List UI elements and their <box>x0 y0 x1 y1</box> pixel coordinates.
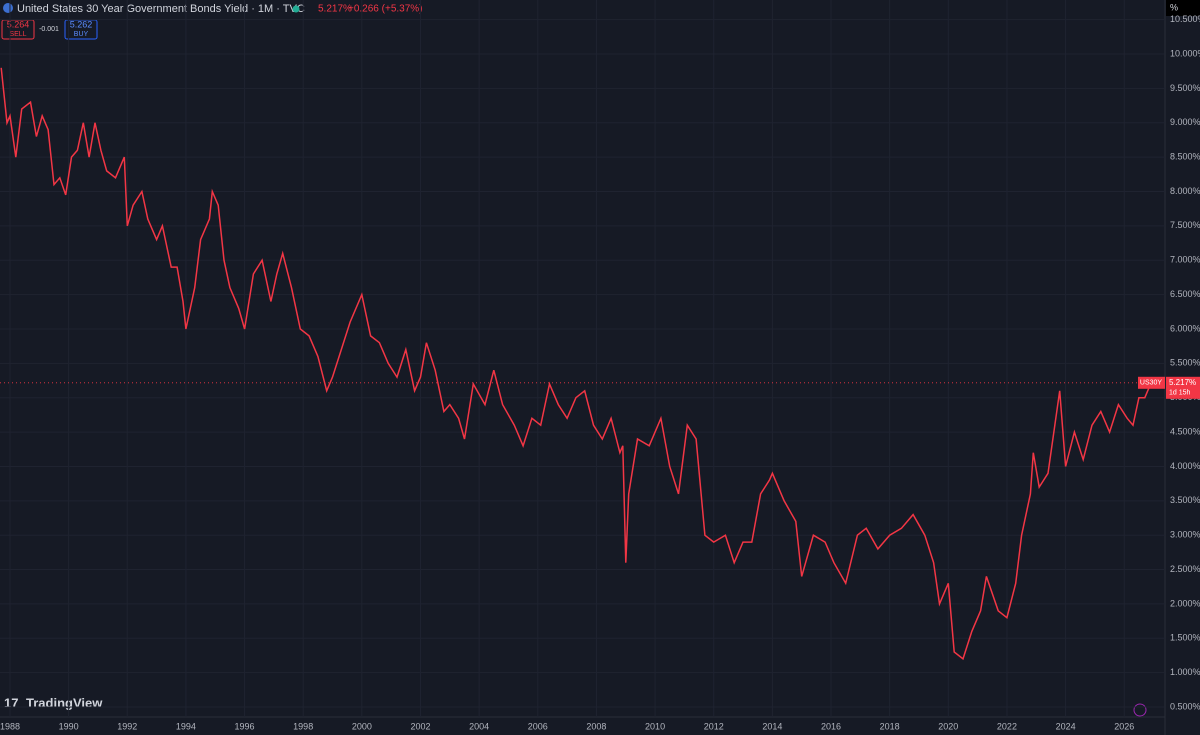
alert-icon[interactable] <box>1133 703 1147 717</box>
sell-price: 5.264 <box>7 19 30 29</box>
countdown-label: 1d 15h <box>1169 390 1191 397</box>
symbol-tag <box>1138 376 1165 389</box>
x-tick-label: 1996 <box>235 721 255 731</box>
x-tick-label: 2002 <box>410 721 430 731</box>
x-tick-label: 2016 <box>821 721 841 731</box>
x-tick-label: 2000 <box>352 721 372 731</box>
y-tick-label: 1.000% <box>1170 667 1200 677</box>
y-tick-label: 7.500% <box>1170 220 1200 230</box>
buy-price: 5.262 <box>70 19 93 29</box>
y-tick-label: 0.500% <box>1170 701 1200 711</box>
y-tick-label: 7.000% <box>1170 255 1200 265</box>
y-tick-label: 10.000% <box>1170 48 1200 58</box>
x-tick-label: 1988 <box>0 721 20 731</box>
unit-box[interactable] <box>1166 0 1200 16</box>
x-tick-label: 2010 <box>645 721 665 731</box>
x-tick-label: 1998 <box>293 721 313 731</box>
y-tick-label: 8.500% <box>1170 152 1200 162</box>
y-tick-label: 6.500% <box>1170 289 1200 299</box>
status-dot <box>292 5 300 13</box>
symbol-tag-label: US30Y <box>1140 380 1163 387</box>
y-tick-label: 3.500% <box>1170 495 1200 505</box>
x-tick-label: 2012 <box>704 721 724 731</box>
y-tick-label: 9.000% <box>1170 117 1200 127</box>
x-tick-label: 2020 <box>938 721 958 731</box>
flag-icon <box>3 3 13 13</box>
x-tick-label: 1994 <box>176 721 196 731</box>
x-tick-label: 2004 <box>469 721 489 731</box>
x-tick-label: 2008 <box>586 721 606 731</box>
buy-label: BUY <box>74 31 89 38</box>
price-line <box>0 67 1154 661</box>
y-tick-label: 4.500% <box>1170 426 1200 436</box>
x-tick-label: 2024 <box>1056 721 1076 731</box>
price-tag <box>1166 376 1200 399</box>
y-tick-label: 5.500% <box>1170 358 1200 368</box>
x-tick-label: 2018 <box>880 721 900 731</box>
x-tick-label: 1990 <box>59 721 79 731</box>
x-tick-label: 2022 <box>997 721 1017 731</box>
logo-mark: 17 <box>4 695 18 710</box>
unit-label: % <box>1170 2 1178 12</box>
y-tick-label: 4.000% <box>1170 461 1200 471</box>
y-tick-label: 1.500% <box>1170 633 1200 643</box>
sell-label: SELL <box>9 31 26 38</box>
header-change: +0.266 (+5.37%) <box>348 4 423 15</box>
x-tick-label: 2014 <box>762 721 782 731</box>
price-tag-label: 5.217% <box>1169 378 1196 387</box>
symbol-title: United States 30 Year Government Bonds Y… <box>17 3 305 15</box>
x-tick-label: 2006 <box>528 721 548 731</box>
y-tick-label: 3.000% <box>1170 530 1200 540</box>
y-tick-label: 8.000% <box>1170 186 1200 196</box>
y-tick-label: 6.000% <box>1170 323 1200 333</box>
spread: -0.001 <box>39 26 59 33</box>
y-tick-label: 2.500% <box>1170 564 1200 574</box>
x-tick-label: 2026 <box>1114 721 1134 731</box>
y-tick-label: 2.000% <box>1170 598 1200 608</box>
x-tick-label: 1992 <box>117 721 137 731</box>
y-tick-label: 9.500% <box>1170 83 1200 93</box>
y-tick-label: 10.500% <box>1170 14 1200 24</box>
logo: TradingView <box>26 695 103 710</box>
header-price: 5.217% <box>318 4 352 15</box>
